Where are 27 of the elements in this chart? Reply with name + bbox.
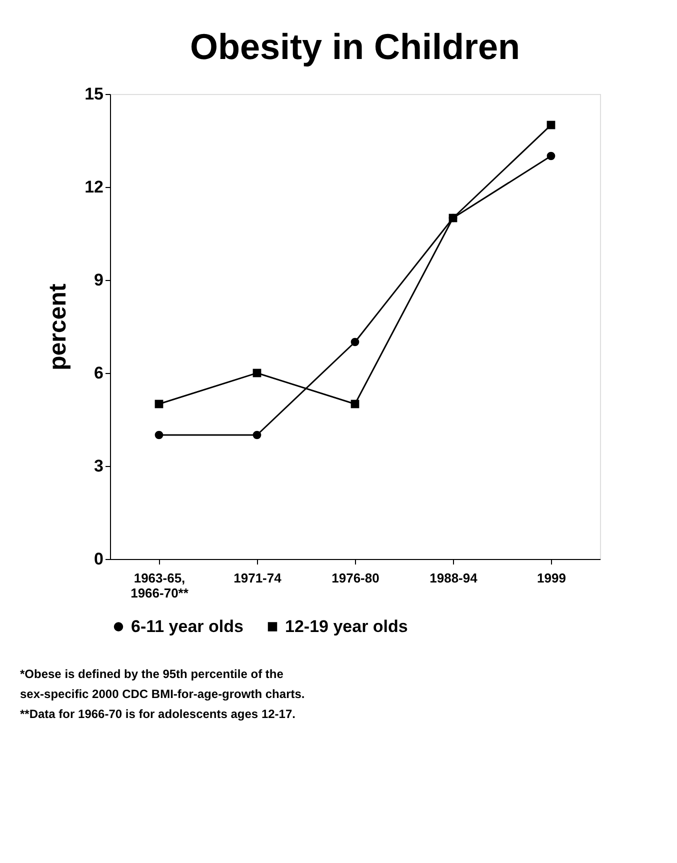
text: *Obese is defined by the 95th percentile of the — [20, 667, 284, 681]
legend-label: 12-19 year olds — [285, 616, 408, 636]
y-tick-label: 0 — [94, 550, 104, 568]
x-tick-label: 1971-74 — [234, 570, 282, 586]
point — [154, 400, 164, 408]
x-tick-label: 1988-94 — [430, 570, 478, 586]
point — [350, 338, 360, 346]
x-tick-label: 1976-80 — [332, 570, 380, 586]
legend-label: 6-11 year olds — [131, 616, 244, 636]
y-tick-label: 3 — [94, 456, 104, 476]
point — [546, 120, 556, 130]
x-tick-label: 1963-65, 1966-70** — [130, 570, 190, 600]
chart-title: Obesity in Children — [190, 26, 520, 67]
point — [350, 400, 360, 408]
y-tick-label: 6 — [94, 364, 104, 382]
y-tick-label: 15 — [84, 84, 104, 104]
y-tick-label: 12 — [84, 178, 104, 196]
point — [448, 214, 458, 222]
point — [546, 152, 556, 160]
point — [252, 430, 262, 440]
text: **Data for 1966-70 is for adolescents ages 12-17. — [20, 707, 296, 721]
point — [252, 368, 262, 378]
x-tick-label: 1999 — [537, 570, 566, 586]
y-axis-title: percent — [44, 284, 72, 370]
text: sex-specific 2000 CDC BMI-for-age-growth charts. — [20, 687, 305, 701]
point — [154, 430, 164, 440]
y-tick-label: 9 — [94, 270, 104, 290]
